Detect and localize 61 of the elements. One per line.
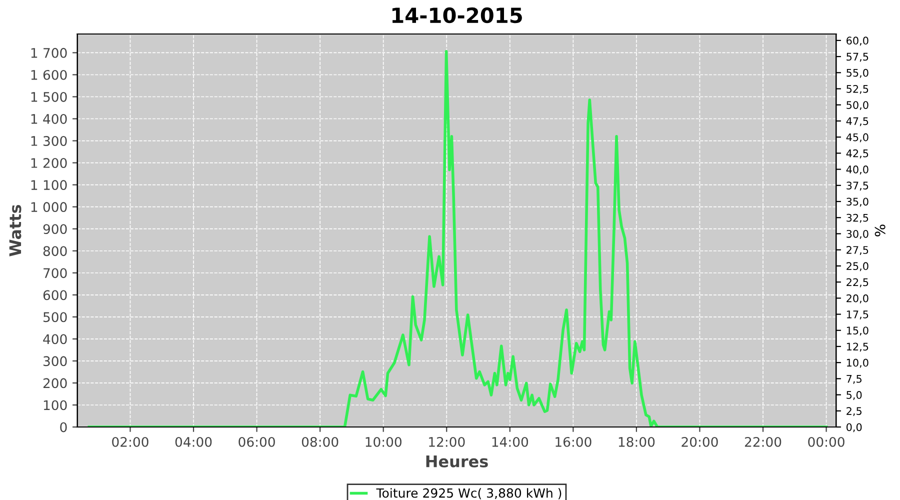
y-tick-label: 1 500 — [31, 92, 67, 102]
y2-tick-label: 52,5 — [846, 84, 868, 94]
y2-tick-label: 17,5 — [846, 310, 868, 320]
x-axis-title: Heures — [426, 456, 488, 468]
y-tick-label: 300 — [44, 356, 67, 366]
x-tick-label: 02:00 — [112, 436, 148, 447]
y2-tick-label: 37,5 — [846, 182, 868, 191]
y2-axis-title: % — [874, 224, 886, 236]
y-tick-label: 1 400 — [31, 114, 67, 124]
chart-title: 14-10-2015 — [392, 7, 522, 24]
y-tick-label: 1 600 — [31, 70, 67, 80]
y-tick-label: 400 — [43, 334, 67, 344]
y2-tick-label: 15,0 — [846, 326, 868, 336]
y-tick-label: 1 300 — [31, 136, 67, 146]
y-tick-label: 0 — [60, 422, 67, 432]
x-tick-label: 06:00 — [238, 436, 275, 447]
y2-tick-label: 55,0 — [846, 68, 868, 78]
x-tick-label: 20:00 — [682, 436, 718, 447]
y2-tick-label: 30,0 — [846, 230, 868, 239]
y-axis-title: Watts — [9, 204, 22, 256]
y-tick-label: 1 200 — [31, 158, 67, 168]
y2-tick-label: 45,0 — [846, 133, 868, 142]
y2-tick-label: 42,5 — [846, 149, 868, 158]
y-tick-label: 500 — [44, 312, 67, 322]
x-tick-label: 00:00 — [808, 436, 844, 447]
line-series — [88, 50, 828, 427]
y2-tick-label: 60,0 — [846, 36, 868, 46]
y2-tick-label: 0,0 — [846, 423, 862, 432]
y2-tick-label: 20,0 — [846, 294, 868, 304]
y2-tick-label: 22,5 — [846, 278, 868, 288]
y2-tick-label: 50,0 — [846, 101, 868, 110]
x-tick-label: 22:00 — [744, 436, 782, 447]
x-tick-label: 08:00 — [302, 436, 338, 447]
y2-tick-label: 2,5 — [846, 407, 862, 416]
legend-label: Toiture 2925 Wc( 3,880 kWh ) — [376, 488, 562, 500]
y-tick-label: 900 — [43, 224, 67, 234]
y-tick-label: 1 100 — [31, 180, 67, 190]
y2-tick-label: 57,5 — [846, 52, 868, 62]
y2-tick-label: 5,0 — [846, 391, 862, 400]
y2-tick-label: 32,5 — [846, 214, 868, 223]
y2-tick-label: 35,0 — [846, 198, 868, 207]
y-tick-label: 1 700 — [31, 48, 67, 58]
y-tick-label: 200 — [43, 378, 67, 388]
x-tick-label: 04:00 — [175, 436, 212, 447]
y2-tick-label: 47,5 — [846, 117, 868, 126]
y2-tick-label: 40,0 — [846, 166, 868, 174]
y2-tick-label: 7,5 — [846, 375, 862, 384]
y2-tick-label: 12,5 — [846, 342, 868, 352]
x-tick-label: 16:00 — [556, 436, 592, 447]
y2-tick-label: 27,5 — [846, 246, 868, 255]
y-tick-label: 800 — [43, 246, 67, 256]
y-tick-label: 700 — [44, 268, 67, 278]
x-tick-label: 10:00 — [366, 436, 402, 447]
y-tick-label: 600 — [43, 290, 67, 300]
y-tick-label: 1 000 — [31, 202, 67, 212]
y-tick-label: 100 — [44, 400, 67, 410]
x-tick-label: 14:00 — [492, 436, 528, 447]
y2-tick-label: 25,0 — [846, 262, 868, 272]
x-tick-label: 12:00 — [429, 436, 465, 447]
x-tick-label: 18:00 — [618, 436, 655, 447]
y2-tick-label: 10,0 — [846, 358, 868, 368]
